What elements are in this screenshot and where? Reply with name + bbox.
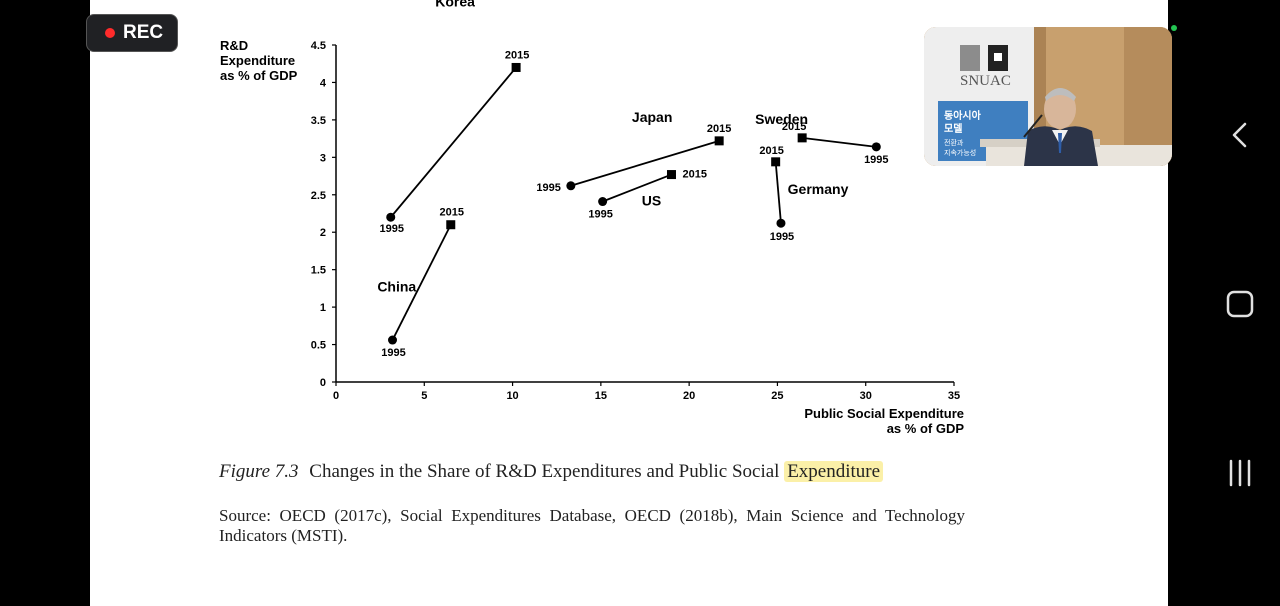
home-button[interactable] xyxy=(1224,284,1256,324)
series-line xyxy=(390,66,517,218)
country-label: Sweden xyxy=(755,111,808,127)
country-label: Japan xyxy=(632,109,672,125)
home-square-icon xyxy=(1226,290,1254,318)
y-axis-label-line3: as % of GDP xyxy=(220,68,298,83)
series-line xyxy=(570,139,720,187)
y-tick-label: 1 xyxy=(320,302,326,314)
back-button[interactable] xyxy=(1224,115,1256,155)
y-tick-label: 3.5 xyxy=(311,115,326,127)
end-point xyxy=(797,133,807,143)
recents-bars-icon xyxy=(1229,459,1251,487)
end-point xyxy=(511,62,521,72)
series-china: 1995 2015 China xyxy=(377,207,464,359)
end-year-label: 2015 xyxy=(759,145,783,157)
start-point xyxy=(566,181,576,191)
x-tick-label: 15 xyxy=(595,390,607,402)
end-year-label: 2015 xyxy=(440,207,464,219)
series-line xyxy=(391,224,452,341)
rec-label: REC xyxy=(123,22,164,43)
x-tick-label: 0 xyxy=(333,390,339,402)
start-year-label: 1995 xyxy=(864,154,888,166)
end-year-label: 2015 xyxy=(682,169,706,181)
series-line xyxy=(774,161,782,224)
start-point xyxy=(388,335,398,345)
banner-line1: 동아시아 xyxy=(944,109,982,122)
x-tick-label: 5 xyxy=(421,390,427,402)
android-nav-bar xyxy=(1199,0,1280,606)
video-sign-text: SNUAC xyxy=(960,73,1011,89)
figure-source: Source: OECD (2017c), Social Expenditure… xyxy=(219,506,965,545)
x-axis-label-line2: as % of GDP xyxy=(887,421,965,436)
start-point xyxy=(386,212,396,222)
microphone xyxy=(1023,114,1043,138)
record-dot-icon xyxy=(105,28,115,38)
country-label: Germany xyxy=(788,181,849,197)
figure-number: Figure 7.3 xyxy=(219,461,299,482)
x-tick-label: 30 xyxy=(860,390,872,402)
video-thumbnail[interactable]: SNUAC 동아시아 모델 전환과 지속가능성 xyxy=(924,27,1172,166)
highlighted-text: Expenditure xyxy=(784,461,884,482)
y-tick-label: 0 xyxy=(320,377,326,389)
start-year-label: 1995 xyxy=(381,347,405,359)
series-line xyxy=(602,173,672,203)
recents-button[interactable] xyxy=(1224,453,1256,493)
end-point xyxy=(446,220,456,230)
end-year-label: 2015 xyxy=(782,121,806,133)
country-label: China xyxy=(377,279,416,295)
y-axis-label-line2: Expenditure xyxy=(220,53,295,68)
y-tick-label: 2.5 xyxy=(311,190,326,202)
start-point xyxy=(871,142,881,152)
emblem-icon xyxy=(960,45,980,71)
series-korea: 1995 2015 Korea xyxy=(379,0,529,235)
y-tick-label: 0.5 xyxy=(311,340,326,352)
end-point xyxy=(714,136,724,146)
end-point xyxy=(666,170,676,180)
banner-line3: 전환과 xyxy=(944,138,964,147)
figure-caption-text: Changes in the Share of R&D Expenditures… xyxy=(309,461,780,482)
y-tick-label: 4 xyxy=(320,77,327,89)
start-year-label: 1995 xyxy=(770,231,794,243)
series-us: 1995 2015 US xyxy=(588,169,707,221)
y-tick-label: 2 xyxy=(320,227,326,239)
back-chevron-icon xyxy=(1232,122,1247,148)
start-point xyxy=(598,197,608,207)
series-japan: 1995 2015 Japan xyxy=(536,109,731,194)
speaker-head xyxy=(1044,89,1076,129)
rec-indicator[interactable]: REC xyxy=(86,14,178,52)
banner-line4: 지속가능성 xyxy=(944,148,976,157)
start-point xyxy=(776,218,786,228)
y-tick-label: 4.5 xyxy=(311,40,326,52)
status-dot xyxy=(1171,25,1177,31)
series-line xyxy=(802,136,877,148)
x-tick-label: 20 xyxy=(683,390,695,402)
country-label: Korea xyxy=(435,0,475,9)
end-year-label: 2015 xyxy=(707,123,731,135)
y-tick-label: 3 xyxy=(320,152,326,164)
chart-axes xyxy=(335,45,954,383)
y-axis-label-line1: R&D xyxy=(220,38,248,53)
x-axis-label-line1: Public Social Expenditure xyxy=(804,406,964,421)
end-year-label: 2015 xyxy=(505,49,529,61)
series-germany: 1995 2015 Germany xyxy=(759,145,848,243)
x-tick-label: 35 xyxy=(948,390,960,402)
x-tick-label: 25 xyxy=(771,390,783,402)
figure-caption: Figure 7.3 Changes in the Share of R&D E… xyxy=(219,461,884,483)
speaker-video-image: SNUAC 동아시아 모델 전환과 지속가능성 xyxy=(924,27,1172,166)
x-tick-label: 10 xyxy=(506,390,518,402)
start-year-label: 1995 xyxy=(536,182,560,194)
y-tick-label: 1.5 xyxy=(311,265,326,277)
start-year-label: 1995 xyxy=(379,223,403,235)
country-label: US xyxy=(642,193,661,209)
start-year-label: 1995 xyxy=(588,209,612,221)
banner-line2: 모델 xyxy=(944,123,962,135)
end-point xyxy=(771,157,781,167)
